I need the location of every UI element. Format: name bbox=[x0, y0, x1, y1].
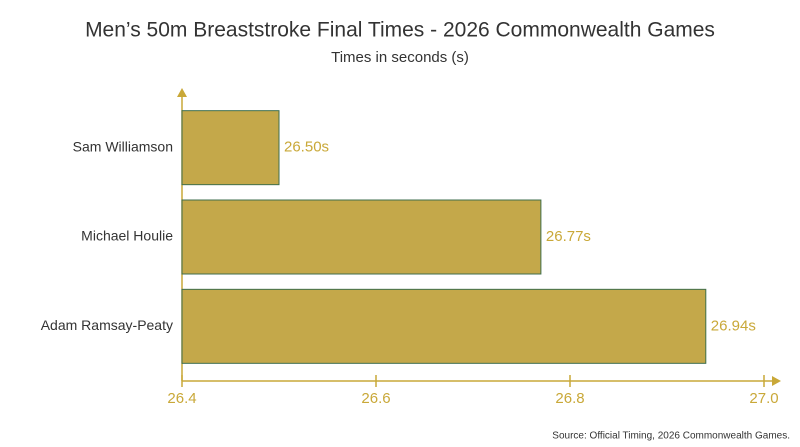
chart-title: Men’s 50m Breaststroke Final Times - 202… bbox=[85, 19, 715, 42]
y-tick-label: Adam Ramsay-Peaty bbox=[41, 317, 173, 333]
bar bbox=[181, 288, 707, 364]
y-axis-arrow bbox=[177, 88, 187, 97]
source-note: Source: Official Timing, 2026 Commonweal… bbox=[552, 431, 790, 442]
bar bbox=[181, 199, 542, 275]
chart-subtitle: Times in seconds (s) bbox=[331, 49, 469, 66]
value-label: 26.50s bbox=[284, 139, 329, 156]
value-label: 26.94s bbox=[711, 317, 756, 334]
y-tick-label: Michael Houlie bbox=[81, 228, 173, 244]
y-tick-label: Sam Williamson bbox=[73, 138, 173, 154]
x-axis-arrow bbox=[772, 376, 781, 386]
x-tick-label: 26.8 bbox=[555, 390, 584, 407]
x-tick-label: 26.4 bbox=[167, 390, 196, 407]
x-tick-label: 27.0 bbox=[749, 390, 778, 407]
x-tick-label: 26.6 bbox=[361, 390, 390, 407]
value-label: 26.77s bbox=[546, 228, 591, 245]
bar bbox=[181, 110, 280, 186]
